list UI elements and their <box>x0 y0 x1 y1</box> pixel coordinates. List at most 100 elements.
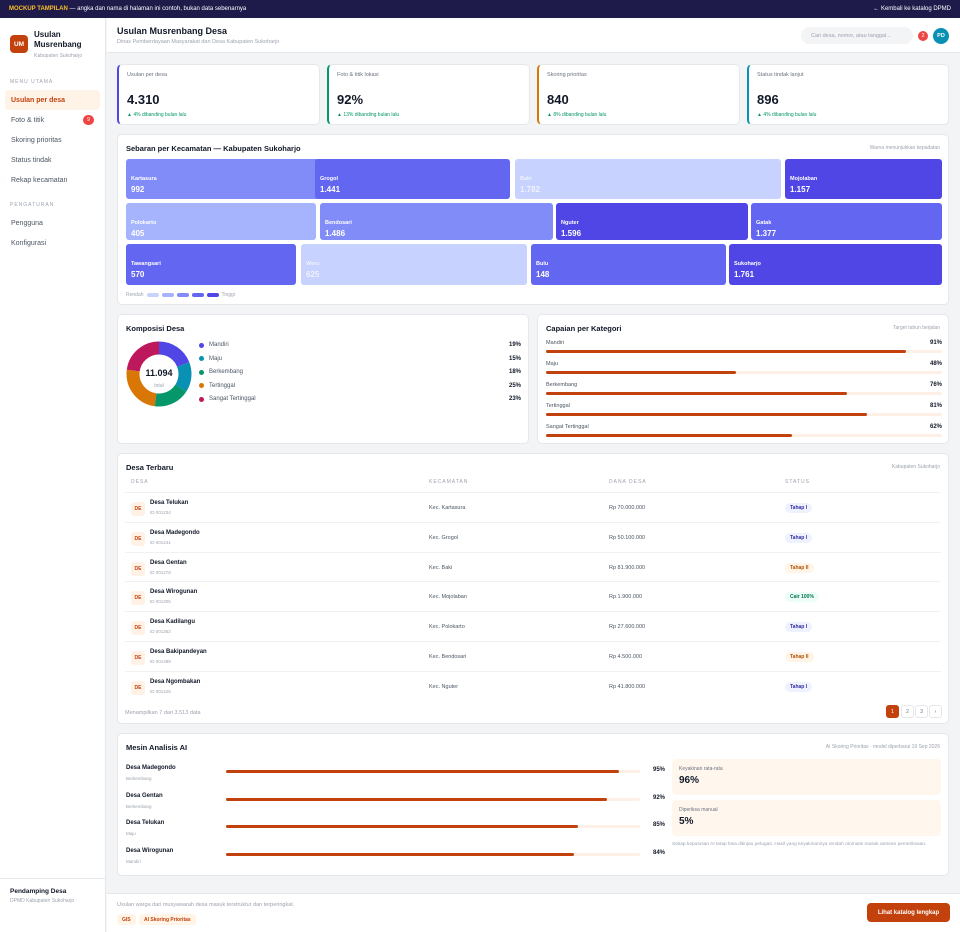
table-row[interactable]: DE Desa Gentan ID 001278 Kec. Baki Rp 81.900… <box>125 551 941 582</box>
ai-village-name: Desa Wirogunan <box>126 847 174 854</box>
user-role: Pendamping Desa <box>10 888 67 895</box>
search-input[interactable]: Cari desa, nomor, atau tanggal... <box>801 27 913 44</box>
village-dana: Rp 4.500.000 <box>609 654 643 660</box>
table-row[interactable]: DE Desa Kadilangu ID 001352 Kec. Polokarto R… <box>125 611 941 641</box>
status-badge: Tahap I <box>785 532 813 543</box>
village-id: ID 001426 <box>150 688 171 694</box>
village-id: ID 001241 <box>150 539 171 545</box>
village-name: Desa Wirogunan <box>150 589 198 596</box>
village-kecamatan: Kec. Kartasura <box>429 505 466 511</box>
treemap-tile[interactable]: Bulu 148 <box>531 244 726 285</box>
legend-dot <box>199 369 204 375</box>
status-badge: Tahap II <box>785 562 814 573</box>
treemap-legend: Rendah Tinggi <box>126 292 235 298</box>
legend-swatch <box>191 293 204 297</box>
page-3-button[interactable]: 3 <box>915 705 928 718</box>
legend-dot <box>199 356 204 361</box>
sidebar-item-rekap-kecamatan[interactable]: Rekap kecamatan <box>5 170 100 190</box>
brand: UM Usulan Musrenbang Kabupaten Sukoharjo <box>0 18 105 59</box>
achievement-row: Tertinggal 81% <box>546 403 942 423</box>
ai-title: Mesin Analisis AI <box>126 743 188 752</box>
sidebar-item-pengguna[interactable]: Pengguna <box>5 213 100 233</box>
village-kecamatan: Kec. Baki <box>429 564 453 571</box>
ai-confidence-box: Keyakinan rata-rata 96% <box>672 759 941 795</box>
legend-swatch <box>176 293 189 297</box>
progress-fill <box>546 371 737 374</box>
back-to-catalog-link[interactable]: ← Kembali ke katalog DPMD <box>873 6 951 12</box>
avatar[interactable]: PD <box>933 28 949 44</box>
ai-village-category: Mandiri <box>126 858 141 864</box>
treemap-note: Warna menunjukkan kepadatan <box>869 145 940 151</box>
score-fill <box>226 852 574 856</box>
ai-manual-value: 5% <box>679 816 694 827</box>
kpi-change: ▲ 8% dibanding bulan lalu <box>547 112 607 118</box>
score-track <box>226 797 640 801</box>
page-1-button[interactable]: 1 <box>886 705 899 718</box>
treemap-tile[interactable]: Polokarto 405 <box>126 203 316 240</box>
village-kecamatan: Kec. Bendosari <box>429 654 467 660</box>
achievement-pct: 76% <box>929 382 942 388</box>
treemap-tile[interactable]: Baki 1.782 <box>515 159 781 199</box>
ai-village-name: Desa Gentan <box>126 792 163 799</box>
page-subtitle: Dinas Pemberdayaan Masyarakat dan Desa K… <box>117 39 280 45</box>
latest-villages-card: Desa Terbaru Kabupaten Sukoharjo <box>117 453 949 724</box>
next-page-button[interactable]: › <box>929 705 942 718</box>
progress-track <box>546 392 942 395</box>
kpi-card-usulan: Usulan per desa 4.310 ▲ 4% dibanding bul… <box>117 64 320 125</box>
treemap-tile[interactable]: Nguter 1.596 <box>556 203 748 240</box>
ai-score-row: Desa Madegondo Berkembang 95% <box>126 765 665 790</box>
score-fill <box>226 797 607 801</box>
score-track <box>226 770 640 773</box>
tile-value: 1.761 <box>734 270 755 279</box>
village-id: ID 001305 <box>150 599 171 605</box>
donut-segment <box>126 341 192 407</box>
village-dana: Rp 81.900.000 <box>609 564 646 571</box>
sidebar-item-foto-titik[interactable]: Foto & titik 9 <box>5 110 100 130</box>
achievement-row: Berkembang 76% <box>546 382 942 402</box>
achievement-pct: 62% <box>929 424 942 430</box>
sidebar-item-skoring-prioritas[interactable]: Skoring prioritas <box>5 130 100 150</box>
page-2-button[interactable]: 2 <box>901 705 914 718</box>
sidebar: UM Usulan Musrenbang Kabupaten Sukoharjo… <box>0 18 106 932</box>
treemap-tile[interactable]: Kartasura 992 <box>126 159 321 199</box>
sidebar-item-status-tindak[interactable]: Status tindak <box>5 150 100 170</box>
village-name: Desa Kadilangu <box>150 619 196 626</box>
village-kecamatan: Kec. Polokarto <box>429 624 465 631</box>
app-subtitle: Kabupaten Sukoharjo <box>34 53 83 59</box>
kpi-label: Foto & titik lokasi <box>337 72 379 78</box>
table-row[interactable]: DE Desa Bakipandeyan ID 001389 Kec. Bendosa… <box>125 641 941 671</box>
treemap-tile[interactable]: Sukoharjo 1.761 <box>729 244 942 285</box>
tile-value: 1.596 <box>561 229 582 238</box>
treemap-tile[interactable]: Mojolaban 1.157 <box>785 159 942 199</box>
village-icon: DE <box>131 680 145 695</box>
treemap-tile[interactable]: Tawangsari 570 <box>126 244 296 285</box>
village-kecamatan: Kec. Mojolaban <box>429 594 467 601</box>
sidebar-item-usulan-per-desa[interactable]: Usulan per desa <box>5 90 100 110</box>
kpi-card-skoring: Skoring prioritas 840 ▲ 8% dibanding bul… <box>537 64 740 125</box>
treemap-tile[interactable]: Gatak 1.377 <box>751 203 942 240</box>
table-row[interactable]: DE Desa Telukan ID 001234 Kec. Kartasura Rp … <box>125 492 941 522</box>
table-row[interactable]: DE Desa Ngombakan ID 001426 Kec. Nguter Rp 4… <box>125 670 941 701</box>
table-row[interactable]: DE Desa Wirogunan ID 001305 Kec. Mojolaban R… <box>125 581 941 611</box>
donut-total-label: total <box>154 383 163 389</box>
ai-village-name: Desa Telukan <box>126 820 165 826</box>
kpi-value: 92% <box>337 92 364 107</box>
village-kecamatan: Kec. Grogol <box>429 534 459 541</box>
village-dana: Rp 41.800.000 <box>609 683 646 690</box>
achievement-row: Maju 48% <box>546 361 942 381</box>
catalog-cta-button[interactable]: Lihat katalog lengkap <box>867 903 950 922</box>
kpi-value: 896 <box>757 92 779 107</box>
village-kecamatan: Kec. Nguter <box>429 683 459 690</box>
notification-badge[interactable]: 2 <box>918 31 928 41</box>
village-dana: Rp 50.100.000 <box>609 534 646 541</box>
achievement-pct: 81% <box>929 403 942 409</box>
sidebar-item-konfigurasi[interactable]: Konfigurasi <box>5 233 100 253</box>
user-org: DPMD Kabupaten Sukoharjo <box>10 898 75 904</box>
sidebar-item-label: Konfigurasi <box>11 239 47 247</box>
treemap-tile[interactable]: Grogol 1.441 <box>315 159 510 199</box>
table-row[interactable]: DE Desa Madegondo ID 001241 Kec. Grogol Rp 5… <box>125 521 941 552</box>
ai-confidence-value: 96% <box>679 775 700 786</box>
treemap-tile[interactable]: Bendosari 1.486 <box>320 203 553 240</box>
treemap-tile[interactable]: Weru 625 <box>301 244 527 285</box>
tile-name: Bendosari <box>325 220 352 226</box>
